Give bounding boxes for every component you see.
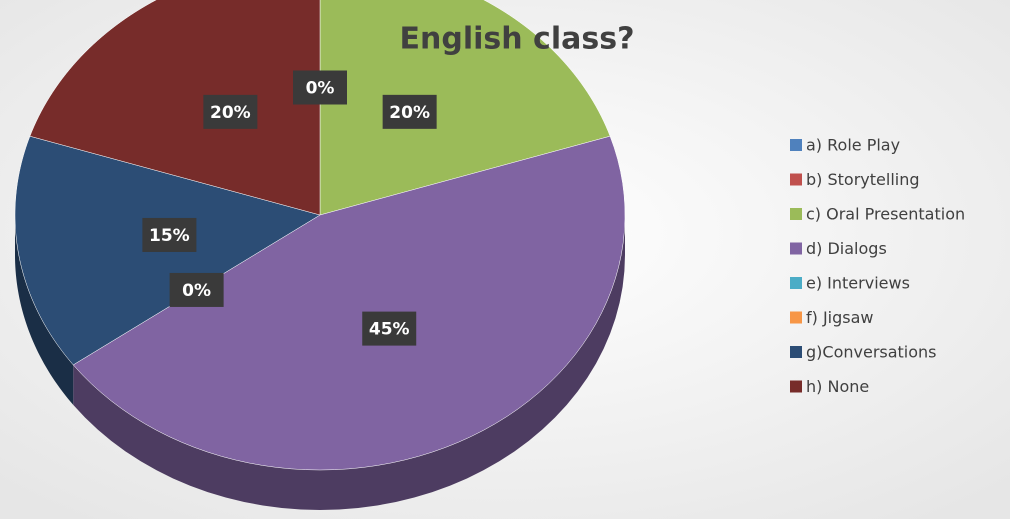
pie-slice [319, 0, 611, 216]
legend-swatch [790, 380, 802, 393]
data-label: 20% [389, 103, 430, 123]
legend-label: b) Storytelling [806, 170, 920, 189]
legend-swatch [790, 311, 802, 324]
data-label: 20% [210, 103, 251, 123]
legend-label: g)Conversations [806, 343, 937, 362]
pie-side [73, 215, 625, 510]
legend-label: f) Jigsaw [806, 308, 874, 327]
data-label-box [382, 94, 437, 129]
legend-label: e) Interviews [806, 274, 910, 293]
legend-swatch [790, 346, 802, 358]
data-label-box [203, 94, 258, 129]
data-label-box [293, 70, 347, 105]
legend-swatch [790, 242, 802, 255]
data-label: 15% [149, 226, 190, 246]
chart-title: English class? [400, 22, 635, 57]
data-label-box [169, 272, 224, 307]
data-label: 45% [369, 320, 410, 340]
legend-label: c) Oral Presentation [806, 205, 965, 224]
legend-swatch [790, 208, 802, 220]
legend-label: d) Dialogs [806, 239, 887, 258]
legend-label: h) None [806, 377, 869, 396]
pie-slice [72, 135, 626, 471]
legend-swatch [790, 277, 802, 289]
pie-side [15, 215, 74, 405]
data-label: 0% [306, 79, 335, 99]
data-label-box [142, 217, 197, 252]
pie: 0% 20% 45% 0% 15% 20% [14, 0, 626, 510]
data-label: 0% [182, 281, 211, 301]
data-label-box [362, 311, 417, 346]
legend-label: a) Role Play [806, 136, 900, 155]
pie-slice [29, 0, 321, 216]
legend: a) Role Play b) Storytelling c) Oral Prese… [790, 136, 965, 396]
legend-swatch [790, 173, 802, 186]
legend-swatch [790, 139, 802, 151]
